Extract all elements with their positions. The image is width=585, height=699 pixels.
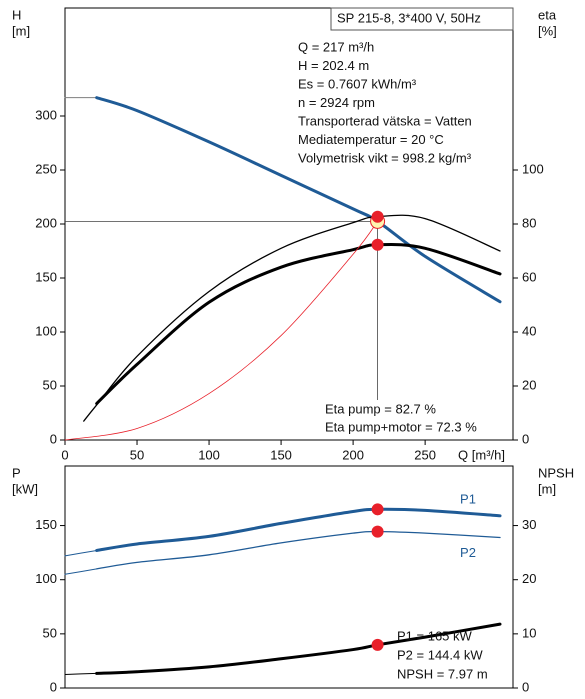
annotation: Transporterad vätska = Vatten — [298, 113, 472, 128]
curve — [95, 96, 502, 304]
plot-frame — [64, 7, 514, 441]
y2-tick-label: 20 — [522, 571, 536, 586]
y2-tick-label: 40 — [522, 323, 536, 338]
y2-tick-label: 10 — [522, 625, 536, 640]
duty-point — [371, 503, 384, 516]
y2-tick-label: 80 — [522, 215, 536, 230]
annotation: NPSH = 7.97 m — [397, 666, 488, 681]
series-label: P2 — [460, 545, 476, 560]
curve — [64, 672, 98, 675]
y-tick-label: 150 — [35, 269, 57, 284]
curve — [64, 549, 98, 557]
curve — [96, 530, 501, 570]
y-tick-label: 250 — [35, 161, 57, 176]
y2-axis-label: eta — [538, 7, 557, 22]
x-tick-label: 100 — [198, 447, 220, 462]
annotation: Q = 217 m³/h — [298, 39, 374, 54]
y-tick-label: 0 — [50, 431, 57, 446]
x-tick-label: 200 — [342, 447, 364, 462]
curve — [64, 221, 378, 441]
y2-tick-label: 100 — [522, 161, 544, 176]
annotation: P1 = 165 kW — [397, 628, 473, 643]
chart-title: SP 215-8, 3*400 V, 50Hz — [337, 10, 481, 25]
duty-label: Eta pump = 82.7 % — [325, 401, 436, 416]
duty-point — [371, 638, 384, 651]
annotation: n = 2924 rpm — [298, 95, 375, 110]
y-tick-label: 50 — [43, 625, 57, 640]
annotation: Mediatemperatur = 20 °C — [298, 132, 444, 147]
curve — [95, 243, 502, 406]
y2-tick-label: 20 — [522, 377, 536, 392]
y-tick-label: 200 — [35, 215, 57, 230]
y2-axis-label: NPSH — [538, 465, 574, 480]
x-tick-label: 250 — [414, 447, 436, 462]
annotation: H = 202.4 m — [298, 58, 369, 73]
y-tick-label: 100 — [35, 323, 57, 338]
y-axis-label: P — [12, 465, 21, 480]
curve — [83, 214, 501, 422]
y2-tick-label: 60 — [522, 269, 536, 284]
x-tick-label: 50 — [130, 447, 144, 462]
y2-axis-label: [m] — [538, 481, 556, 496]
plot-frame — [64, 465, 514, 689]
annotation: Volymetrisk vikt = 998.2 kg/m³ — [298, 150, 472, 165]
y-tick-label: 0 — [50, 679, 57, 694]
duty-point — [371, 238, 384, 251]
x-axis-label: Q [m³/h] — [458, 447, 505, 462]
annotation: Es = 0.7607 kWh/m³ — [298, 76, 417, 91]
duty-point — [371, 210, 384, 223]
curve — [95, 622, 502, 675]
y-axis-label: [kW] — [12, 481, 38, 496]
y2-tick-label: 0 — [522, 431, 529, 446]
x-tick-label: 150 — [270, 447, 292, 462]
y-tick-label: 50 — [43, 377, 57, 392]
y-axis-label: H — [12, 7, 21, 22]
series-label: P1 — [460, 491, 476, 506]
y2-tick-label: 0 — [522, 679, 529, 694]
curve — [95, 507, 502, 552]
annotation: P2 = 144.4 kW — [397, 647, 483, 662]
curve — [64, 568, 98, 575]
duty-point — [371, 525, 384, 538]
y-tick-label: 300 — [35, 107, 57, 122]
y-axis-label: [m] — [12, 23, 30, 38]
duty-label: Eta pump+motor = 72.3 % — [325, 419, 477, 434]
y2-axis-label: [%] — [538, 23, 557, 38]
y-tick-label: 150 — [35, 517, 57, 532]
info-box — [330, 7, 514, 31]
y-tick-label: 100 — [35, 571, 57, 586]
x-tick-label: 0 — [61, 447, 68, 462]
y2-tick-label: 30 — [522, 517, 536, 532]
